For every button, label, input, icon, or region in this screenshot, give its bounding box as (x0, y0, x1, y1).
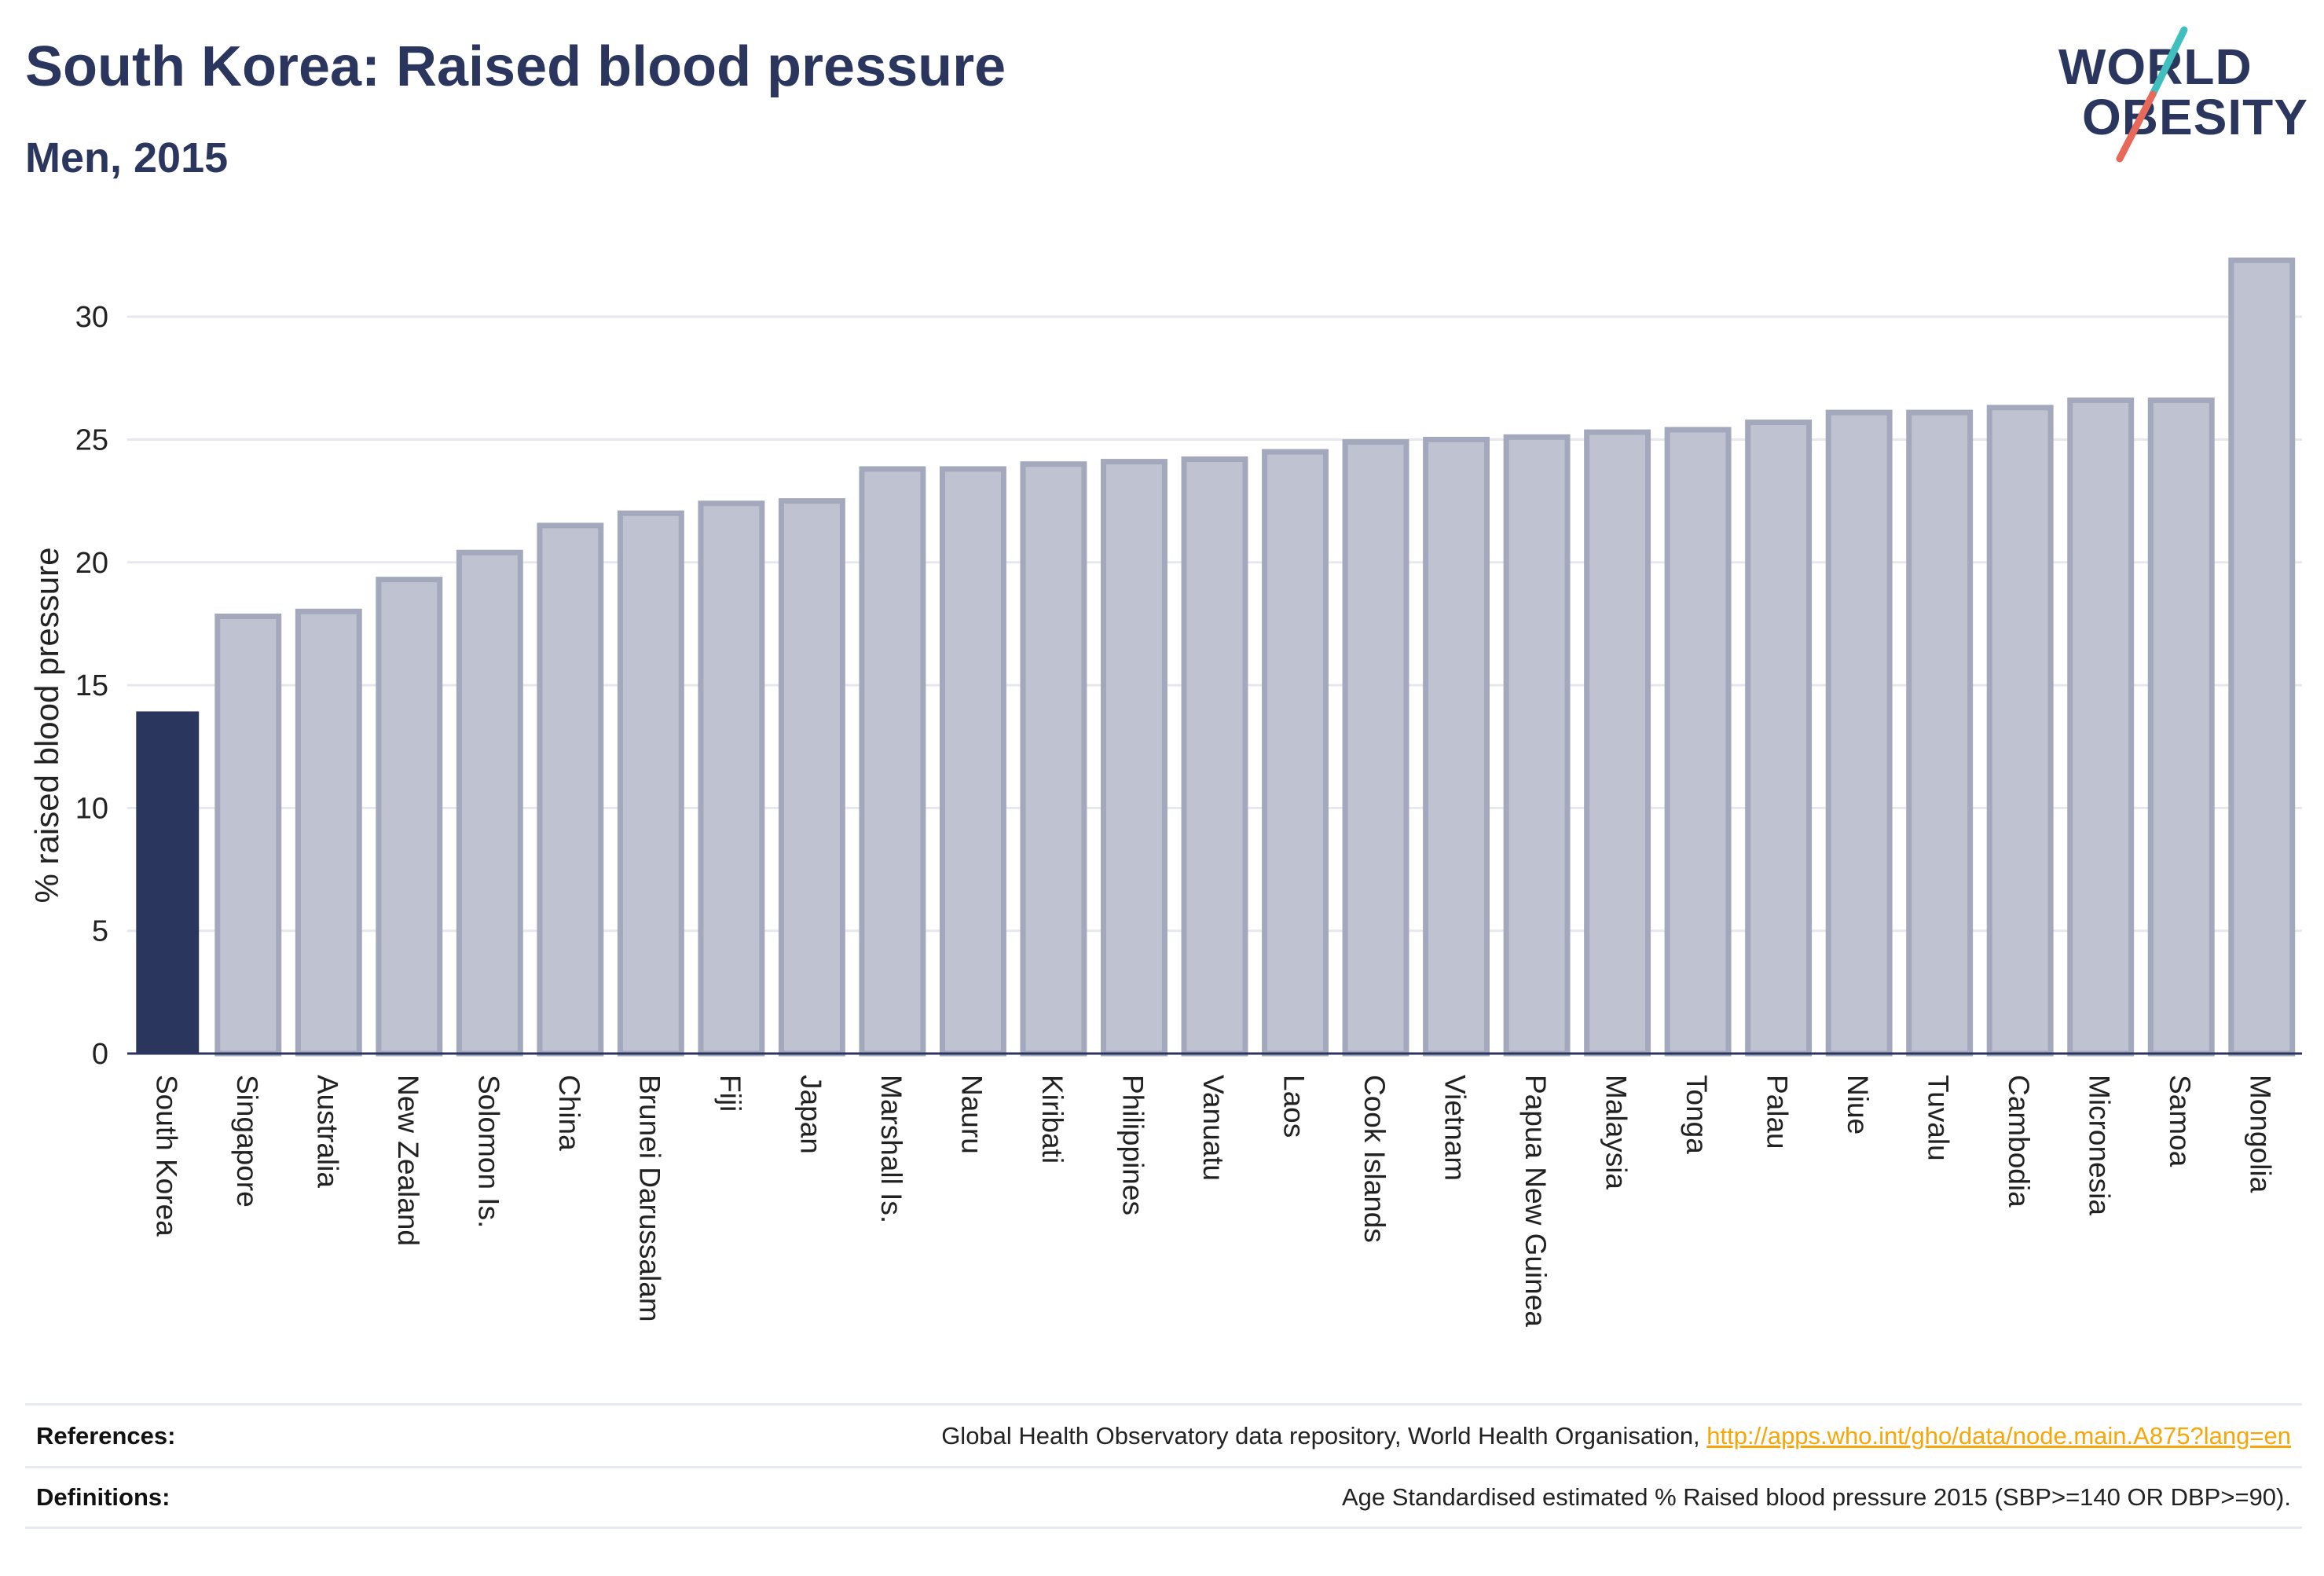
bar[interactable] (214, 614, 282, 1057)
x-tick-label: Brunei Darussalam (633, 1075, 665, 1322)
x-tick-label: Philippines (1116, 1075, 1149, 1215)
bar[interactable] (376, 577, 443, 1057)
bar[interactable] (1584, 429, 1651, 1057)
bar[interactable] (1262, 449, 1329, 1057)
x-tick-label: Niue (1842, 1075, 1874, 1134)
bar[interactable] (1664, 427, 1732, 1057)
y-tick-label: 5 (92, 915, 108, 948)
bar[interactable] (2228, 257, 2296, 1057)
x-tick-label: Samoa (2164, 1075, 2196, 1167)
world-obesity-logo: WORLD OBESITY (2051, 24, 2310, 165)
bar[interactable] (537, 522, 604, 1057)
y-axis-ticks: 0 5 10 15 20 25 30 (75, 301, 108, 1071)
bar[interactable] (2147, 397, 2215, 1057)
x-tick-label: Micronesia (2084, 1075, 2116, 1215)
x-tick-label: Singapore (231, 1075, 263, 1208)
definitions-row: Definitions: Age Standardised estimated … (25, 1466, 2302, 1529)
x-tick-label: Kiribati (1036, 1075, 1069, 1164)
x-tick-label: Cambodia (2003, 1075, 2035, 1208)
y-tick-label: 15 (75, 669, 108, 702)
y-tick-label: 25 (75, 423, 108, 456)
x-tick-label: Fiji (714, 1075, 746, 1112)
x-tick-label: Marshall Is. (875, 1075, 907, 1223)
bar[interactable] (778, 498, 845, 1057)
bar[interactable] (295, 608, 362, 1057)
bar[interactable] (456, 549, 523, 1057)
references-link[interactable]: http://apps.who.int/gho/data/node.main.A… (1706, 1421, 2291, 1450)
x-tick-label: Japan (794, 1075, 827, 1154)
x-tick-label: Vietnam (1439, 1075, 1472, 1181)
x-tick-label: Papua New Guinea (1519, 1075, 1552, 1327)
chart-title: South Korea: Raised blood pressure (25, 35, 1006, 98)
bar[interactable] (1503, 434, 1571, 1057)
bar[interactable] (1745, 420, 1813, 1057)
logo-line-2: OBESITY (2082, 89, 2308, 145)
logo-slash-icon (2116, 26, 2188, 163)
y-tick-label: 0 (92, 1038, 108, 1071)
x-tick-label: Laos (1278, 1075, 1310, 1138)
references-table: References: Global Health Observatory da… (25, 1403, 2302, 1529)
definitions-value: Age Standardised estimated % Raised bloo… (1341, 1483, 2291, 1511)
bar[interactable] (698, 500, 765, 1057)
definitions-label: Definitions: (36, 1483, 170, 1511)
bar[interactable] (1020, 461, 1087, 1057)
bar[interactable] (1906, 409, 1974, 1057)
x-tick-label: South Korea (150, 1075, 182, 1237)
bar-chart: 0 5 10 15 20 25 30 South Korea Singapore Austral… (28, 257, 2302, 1327)
bar[interactable] (939, 466, 1006, 1057)
bar[interactable] (136, 711, 200, 1054)
y-tick-label: 20 (75, 547, 108, 580)
x-tick-label: Vanuatu (1197, 1075, 1230, 1181)
y-tick-label: 30 (75, 301, 108, 334)
bar[interactable] (1181, 456, 1248, 1057)
x-tick-label: New Zealand (392, 1075, 424, 1246)
x-tick-label: Malaysia (1600, 1075, 1633, 1189)
bar[interactable] (2067, 397, 2135, 1057)
y-axis-label: % raised blood pressure (28, 548, 65, 903)
bars (136, 257, 2296, 1057)
x-tick-label: Tonga (1681, 1075, 1713, 1154)
references-label: References: (36, 1421, 176, 1450)
bar[interactable] (1342, 439, 1409, 1057)
bar[interactable] (859, 466, 926, 1057)
references-value: Global Health Observatory data repositor… (941, 1422, 2291, 1450)
references-row: References: Global Health Observatory da… (25, 1403, 2302, 1466)
bar[interactable] (1825, 409, 1893, 1057)
x-tick-label: Australia (311, 1075, 343, 1188)
x-tick-label: Tuvalu (1923, 1075, 1955, 1161)
x-tick-label: Mongolia (2245, 1075, 2277, 1193)
chart-subtitle: Men, 2015 (25, 134, 229, 181)
bar[interactable] (1101, 459, 1167, 1057)
bar[interactable] (1423, 436, 1490, 1057)
x-axis-ticks: South Korea Singapore Australia New Zealand… (150, 1075, 2276, 1327)
x-tick-label: Cook Islands (1358, 1075, 1391, 1243)
bar[interactable] (617, 510, 684, 1057)
x-tick-label: China (553, 1075, 585, 1151)
x-tick-label: Nauru (955, 1075, 988, 1154)
references-text: Global Health Observatory data repositor… (941, 1421, 1707, 1450)
x-tick-label: Palau (1761, 1075, 1794, 1149)
bar[interactable] (1986, 405, 2054, 1057)
y-tick-label: 10 (75, 792, 108, 825)
x-tick-label: Solomon Is. (472, 1075, 504, 1228)
